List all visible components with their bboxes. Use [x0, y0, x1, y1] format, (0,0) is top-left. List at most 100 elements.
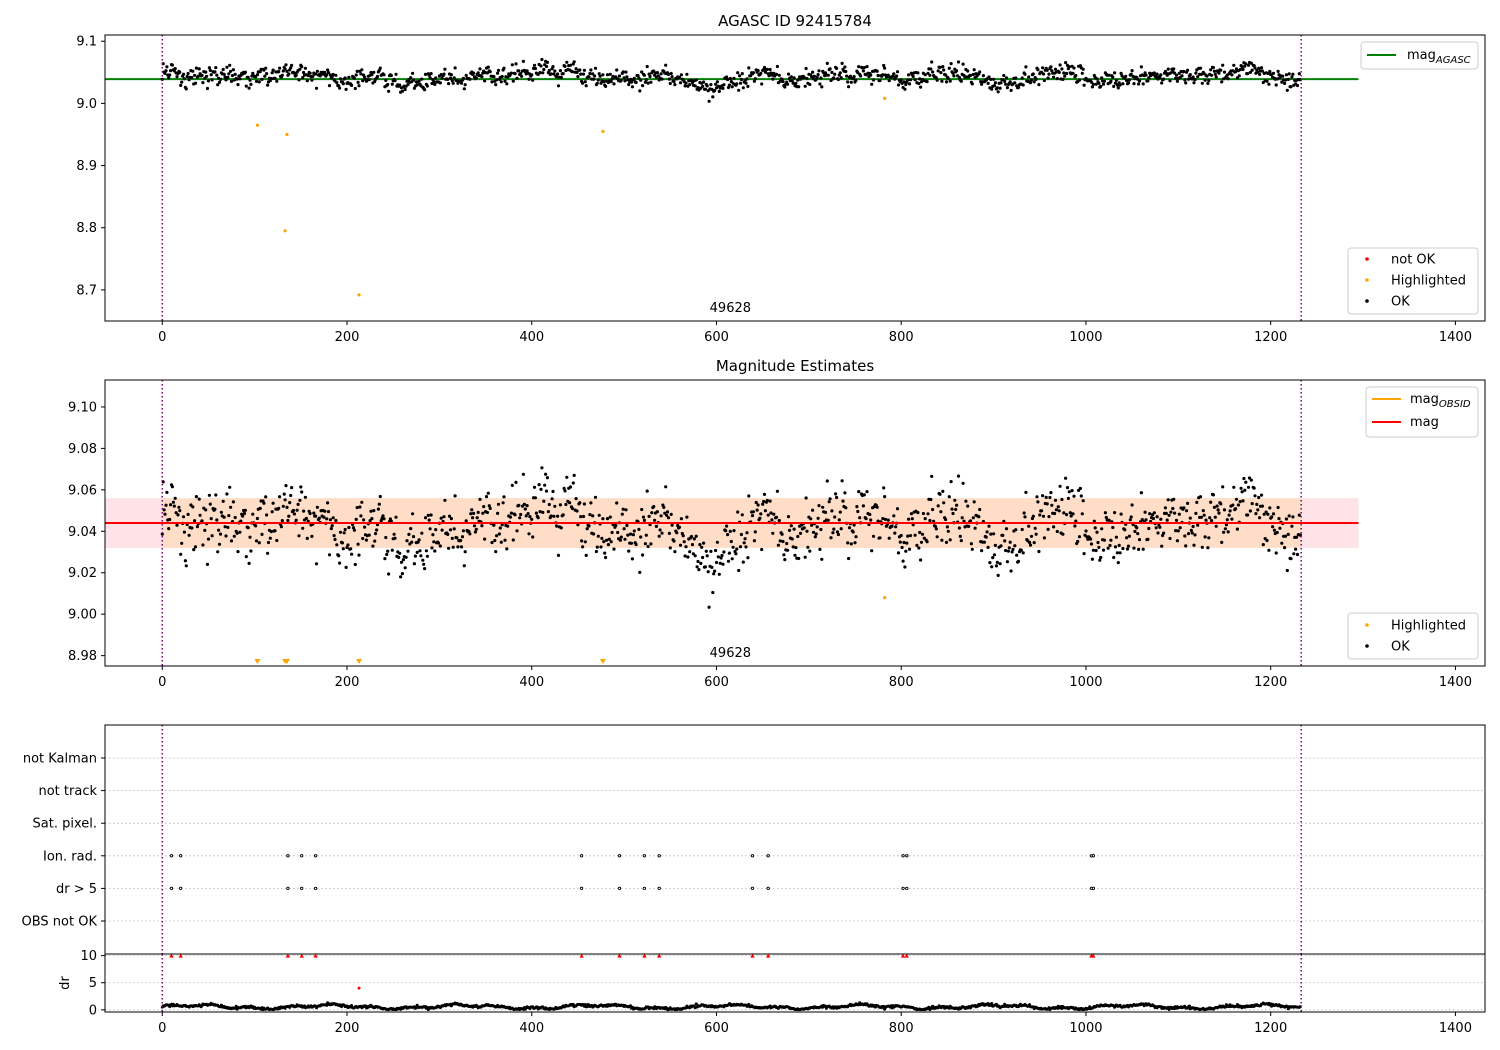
ok-point: [544, 472, 548, 476]
ok-point: [411, 535, 416, 539]
ok-point: [205, 86, 210, 91]
ok-point: [1253, 66, 1257, 70]
ok-point: [828, 497, 832, 501]
ok-point: [1246, 513, 1250, 517]
ok-point: [287, 72, 291, 76]
ok-point: [423, 72, 428, 76]
ok-point: [1097, 545, 1101, 550]
ok-point: [1067, 490, 1071, 494]
ok-point: [1021, 551, 1025, 555]
ok-point: [249, 549, 253, 553]
ok-point: [361, 536, 365, 541]
ok-point: [440, 76, 444, 80]
ok-point: [448, 528, 453, 532]
ok-point: [957, 75, 962, 80]
ok-point: [244, 84, 248, 88]
ok-point: [1068, 511, 1072, 515]
ok-point: [492, 523, 496, 527]
ok-point: [1167, 513, 1171, 517]
ok-point: [1166, 498, 1170, 502]
ok-point: [1160, 544, 1164, 548]
ok-point: [1198, 66, 1203, 70]
ok-point: [1023, 72, 1027, 76]
ok-point: [325, 73, 329, 77]
ok-point: [704, 549, 708, 553]
ok-point: [1101, 82, 1106, 86]
ok-point: [649, 542, 653, 546]
ok-point: [495, 78, 499, 82]
ok-point: [1276, 69, 1280, 73]
ok-point: [248, 78, 252, 82]
ok-point: [390, 82, 394, 86]
ok-point: [1014, 76, 1018, 80]
flag-point: [905, 854, 909, 858]
ok-point: [233, 515, 237, 520]
ok-point: [196, 74, 200, 78]
ok-point: [928, 518, 932, 523]
ok-point: [805, 76, 809, 81]
dr-clipped-marker: [285, 953, 291, 958]
ok-point: [843, 65, 847, 69]
ok-point: [341, 82, 345, 86]
ok-point: [845, 74, 849, 78]
ok-point: [887, 79, 891, 83]
ok-point: [1008, 540, 1012, 544]
ok-point: [849, 542, 853, 546]
ok-point: [597, 72, 601, 76]
ok-point: [1174, 73, 1179, 77]
ok-point: [991, 556, 995, 560]
out-of-range-marker: [599, 659, 606, 664]
ok-point: [1117, 543, 1121, 548]
ok-point: [1223, 527, 1227, 531]
ok-point: [228, 63, 232, 67]
flag-point: [657, 886, 661, 891]
ok-point: [302, 70, 306, 75]
ok-point: [583, 80, 587, 84]
ok-point: [1094, 82, 1098, 86]
ok-point: [302, 509, 306, 513]
ok-point: [968, 519, 973, 523]
ok-point: [1294, 547, 1298, 551]
ok-point: [1158, 525, 1162, 529]
ok-point: [219, 510, 223, 514]
ok-point: [329, 527, 333, 531]
flag-row-label: not Kalman: [23, 752, 97, 767]
ok-point: [231, 68, 235, 72]
ok-point: [900, 545, 904, 550]
ok-point: [594, 549, 599, 554]
ok-point: [438, 544, 442, 548]
ok-point: [1252, 486, 1256, 490]
ok-point: [553, 504, 557, 508]
ok-point: [831, 531, 835, 535]
ok-point: [1077, 535, 1082, 539]
ok-point: [802, 75, 806, 80]
ok-point: [1020, 76, 1024, 80]
ok-point: [660, 531, 664, 535]
ok-point: [1032, 541, 1036, 545]
ok-point: [1191, 524, 1195, 529]
ok-point: [961, 62, 965, 66]
ok-point: [869, 518, 873, 522]
ok-point: [439, 516, 443, 520]
ok-point: [1072, 66, 1076, 70]
ok-point: [547, 68, 551, 73]
ok-point: [1100, 76, 1104, 80]
ok-point: [243, 508, 247, 512]
ok-point: [217, 542, 222, 546]
ok-point: [636, 74, 640, 78]
ok-point: [382, 73, 386, 77]
ok-point: [1129, 515, 1133, 519]
ok-point: [246, 75, 250, 79]
ok-point: [1141, 547, 1145, 551]
ok-point: [486, 491, 490, 495]
ok-point: [736, 71, 740, 75]
ok-point: [581, 72, 586, 76]
ok-point: [838, 71, 842, 75]
ok-point: [1032, 80, 1036, 84]
legend-point-label: Highlighted: [1391, 619, 1466, 634]
ok-point: [1266, 512, 1270, 516]
ok-point: [623, 79, 627, 83]
ok-point: [1106, 546, 1110, 550]
ok-point: [639, 535, 643, 539]
ok-point: [700, 545, 704, 549]
